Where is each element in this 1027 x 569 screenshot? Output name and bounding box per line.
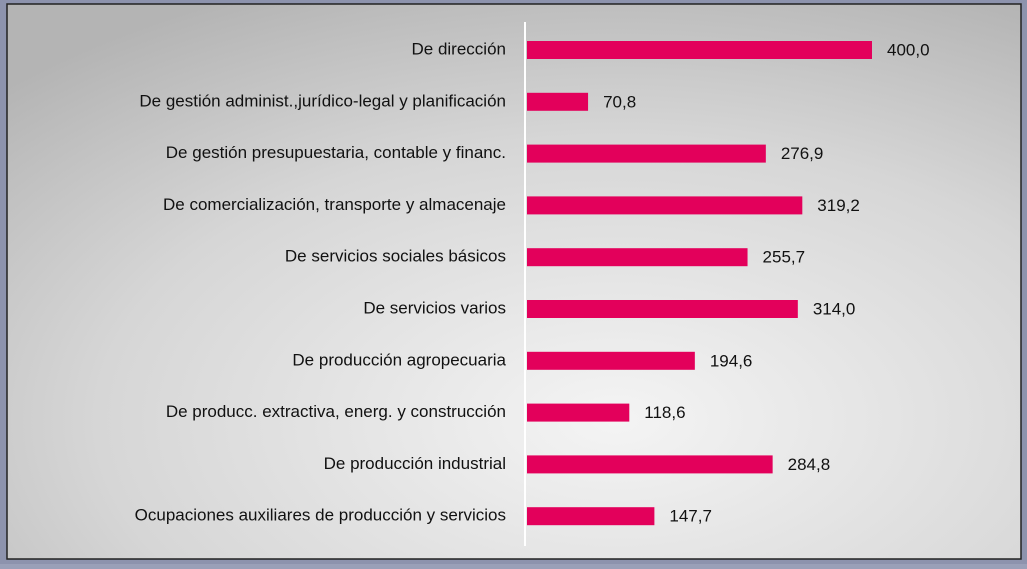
bar <box>527 403 630 422</box>
data-label: 255,7 <box>763 248 806 267</box>
data-label: 70,8 <box>603 92 636 111</box>
data-label: 284,8 <box>788 455 831 474</box>
bar <box>527 248 748 267</box>
bar <box>527 351 695 370</box>
bar <box>527 455 773 474</box>
category-label: De servicios varios <box>363 298 506 317</box>
bar <box>527 92 589 111</box>
data-label: 276,9 <box>781 144 824 163</box>
bar <box>527 507 655 526</box>
data-label: 400,0 <box>887 40 930 59</box>
bar <box>527 144 766 163</box>
data-label: 319,2 <box>817 196 860 215</box>
category-label: De dirección <box>412 39 507 58</box>
category-label: De gestión presupuestaria, contable y fi… <box>166 143 506 162</box>
category-label: De producción agropecuaria <box>292 350 506 369</box>
bar <box>527 41 872 59</box>
bar <box>527 300 798 318</box>
category-label: Ocupaciones auxiliares de producción y s… <box>135 506 506 525</box>
bar <box>527 196 803 215</box>
data-label: 314,0 <box>813 299 856 318</box>
category-label: De gestión administ.,jurídico-legal y pl… <box>139 91 506 110</box>
data-label: 147,7 <box>669 507 712 526</box>
category-label: De servicios sociales básicos <box>285 247 506 266</box>
data-label: 194,6 <box>710 351 753 370</box>
category-label: De producc. extractiva, energ. y constru… <box>166 402 506 421</box>
category-label: De producción industrial <box>324 454 506 473</box>
data-label: 118,6 <box>644 403 685 422</box>
category-label: De comercialización, transporte y almace… <box>163 195 506 214</box>
plot-background <box>6 3 1022 560</box>
